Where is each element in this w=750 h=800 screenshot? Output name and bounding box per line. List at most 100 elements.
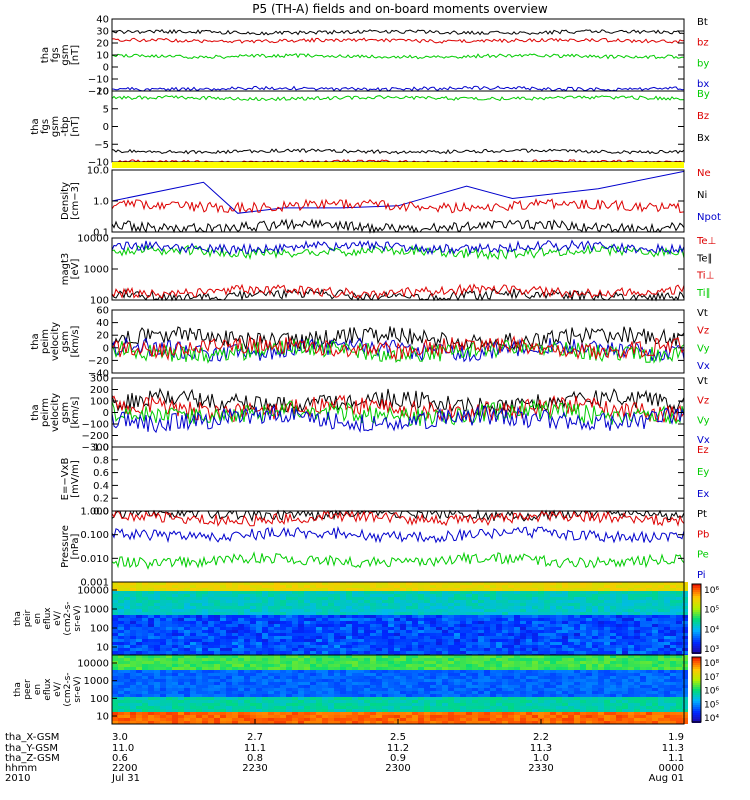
spectrogram-cell	[466, 655, 472, 658]
spectrogram-cell	[592, 633, 598, 636]
spectrogram-cell	[610, 655, 616, 658]
spectrogram-cell	[574, 664, 580, 667]
spectrogram-cell	[124, 624, 130, 627]
spectrogram-cell	[526, 627, 532, 630]
spectrogram-cell	[232, 703, 238, 706]
spectrogram-cell	[418, 679, 424, 682]
spectrogram-cell	[130, 661, 136, 664]
spectrogram-cell	[286, 597, 292, 600]
spectrogram-cell	[298, 612, 304, 615]
spectrogram-cell	[592, 588, 598, 591]
spectrogram-cell	[190, 621, 196, 624]
spectrogram-cell	[208, 661, 214, 664]
spectrogram-cell	[676, 715, 682, 718]
spectrogram-cell	[280, 655, 286, 658]
spectrogram-cell	[262, 615, 268, 618]
spectrogram-cell	[556, 679, 562, 682]
spectrogram-cell	[166, 624, 172, 627]
spectrogram-cell	[466, 712, 472, 715]
spectrogram-cell	[142, 642, 148, 645]
spectrogram-cell	[178, 627, 184, 630]
spectrogram-cell	[568, 664, 574, 667]
spectrogram-cell	[394, 636, 400, 639]
spectrogram-cell	[604, 630, 610, 633]
spectrogram-cell	[676, 639, 682, 642]
spectrogram-cell	[292, 618, 298, 621]
spectrogram-cell	[178, 642, 184, 645]
spectrogram-cell	[436, 600, 442, 603]
spectrogram-cell	[352, 667, 358, 670]
spectrogram-cell	[136, 612, 142, 615]
spectrogram-cell	[568, 679, 574, 682]
spectrogram-cell	[484, 721, 490, 724]
spectrogram-cell	[646, 673, 652, 676]
spectrogram-cell	[640, 658, 646, 661]
y-axis-label: velocity	[50, 322, 61, 361]
spectrogram-cell	[400, 618, 406, 621]
spectrogram-cell	[610, 600, 616, 603]
spectrogram-cell	[196, 645, 202, 648]
spectrogram-cell	[652, 715, 658, 718]
spectrogram-cell	[382, 636, 388, 639]
spectrogram-cell	[478, 655, 484, 658]
spectrogram-cell	[172, 615, 178, 618]
spectrogram-cell	[514, 700, 520, 703]
spectrogram-cell	[226, 618, 232, 621]
spectrogram-cell	[640, 621, 646, 624]
spectrogram-cell	[172, 682, 178, 685]
spectrogram-cell	[580, 709, 586, 712]
spectrogram-cell	[184, 718, 190, 721]
spectrogram-cell	[130, 606, 136, 609]
spectrogram-cell	[406, 709, 412, 712]
spectrogram-cell	[286, 703, 292, 706]
spectrogram-cell	[238, 609, 244, 612]
spectrogram-cell	[538, 685, 544, 688]
spectrogram-cell	[526, 618, 532, 621]
spectrogram-cell	[646, 600, 652, 603]
spectrogram-cell	[634, 661, 640, 664]
spectrogram-cell	[460, 721, 466, 724]
spectrogram-cell	[448, 633, 454, 636]
spectrogram-cell	[208, 618, 214, 621]
spectrogram-cell	[310, 645, 316, 648]
spectrogram-cell	[460, 655, 466, 658]
spectrogram-cell	[484, 642, 490, 645]
spectrogram-cell	[184, 700, 190, 703]
spectrogram-cell	[352, 600, 358, 603]
spectrogram-cell	[418, 618, 424, 621]
spectrogram-cell	[292, 594, 298, 597]
spectrogram-cell	[220, 691, 226, 694]
spectrogram-cell	[250, 682, 256, 685]
spectrogram-cell	[604, 685, 610, 688]
spectrogram-cell	[184, 667, 190, 670]
spectrogram-cell	[376, 682, 382, 685]
spectrogram-cell	[160, 694, 166, 697]
spectrogram-cell	[130, 648, 136, 651]
colorbar-cell	[692, 642, 701, 644]
spectrogram-cell	[652, 688, 658, 691]
spectrogram-cell	[472, 658, 478, 661]
series-Vx	[111, 404, 685, 434]
spectrogram-cell	[436, 624, 442, 627]
spectrogram-cell	[226, 630, 232, 633]
spectrogram-cell	[172, 651, 178, 654]
spectrogram-cell	[196, 718, 202, 721]
spectrogram-cell	[292, 697, 298, 700]
spectrogram-cell	[406, 603, 412, 606]
spectrogram-cell	[292, 658, 298, 661]
spectrogram-cell	[394, 673, 400, 676]
spectrogram-cell	[424, 648, 430, 651]
spectrogram-cell	[490, 651, 496, 654]
spectrogram-cell	[124, 627, 130, 630]
spectrogram-cell	[250, 633, 256, 636]
spectrogram-cell	[592, 621, 598, 624]
spectrogram-cell	[616, 661, 622, 664]
spectrogram-cell	[676, 606, 682, 609]
spectrogram-cell	[622, 627, 628, 630]
spectrogram-cell	[424, 670, 430, 673]
spectrogram-cell	[520, 700, 526, 703]
spectrogram-cell	[652, 582, 658, 585]
spectrogram-cell	[214, 685, 220, 688]
spectrogram-cell	[604, 597, 610, 600]
y-axis-label: en	[33, 684, 43, 695]
